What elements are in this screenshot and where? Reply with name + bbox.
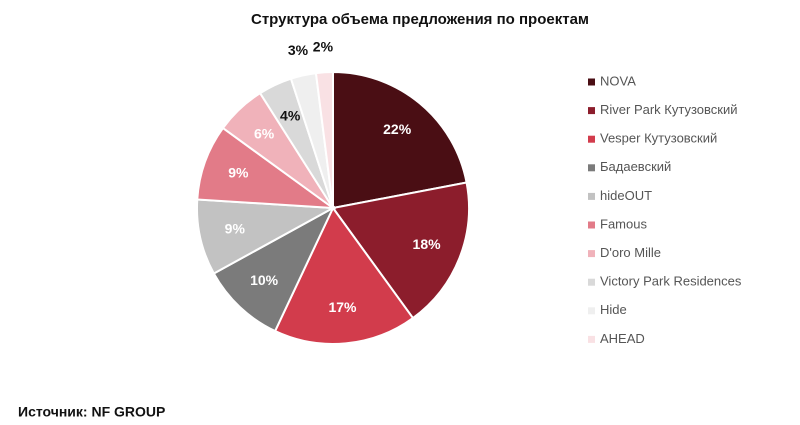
pie-slice xyxy=(331,181,470,320)
legend-label: Бадаевский xyxy=(600,159,671,174)
legend-label: NOVA xyxy=(600,73,636,88)
data-label: 3% xyxy=(288,42,309,58)
legend-swatch xyxy=(588,250,595,258)
data-label: 4% xyxy=(280,108,301,124)
pie-slice xyxy=(273,206,415,345)
legend-label: River Park Кутузовский xyxy=(600,102,737,117)
pie-slice xyxy=(212,205,336,333)
data-label: 6% xyxy=(254,125,275,141)
source: Источник: NF GROUP xyxy=(18,404,165,420)
legend-label: D'oro Mille xyxy=(600,245,661,260)
data-label: 2% xyxy=(313,39,334,55)
legend-label: Victory Park Residences xyxy=(600,274,742,289)
legend-swatch xyxy=(588,107,595,115)
data-label: 17% xyxy=(328,299,357,315)
legend-swatch xyxy=(588,221,595,229)
data-label: 22% xyxy=(383,121,412,137)
data-label: 9% xyxy=(228,165,249,181)
legend-swatch xyxy=(588,335,595,343)
legend-swatch xyxy=(588,192,595,200)
legend-swatch xyxy=(588,278,595,286)
pie-slice xyxy=(332,70,468,210)
data-label: 10% xyxy=(250,272,279,288)
legend-swatch xyxy=(588,78,595,86)
data-label: 9% xyxy=(225,221,246,237)
legend-swatch xyxy=(588,307,595,315)
pie-slice xyxy=(314,70,334,209)
data-label: 18% xyxy=(413,236,442,252)
legend-swatch xyxy=(588,164,595,172)
legend-label: Hide xyxy=(600,302,627,317)
legend-label: Vesper Кутузовский xyxy=(600,131,717,146)
legend-label: hideOUT xyxy=(600,188,652,203)
legend-swatch xyxy=(588,135,595,143)
legend-label: AHEAD xyxy=(600,331,645,346)
legend-label: Famous xyxy=(600,216,647,231)
chart-title: Структура объема предложения по проектам xyxy=(251,11,589,28)
